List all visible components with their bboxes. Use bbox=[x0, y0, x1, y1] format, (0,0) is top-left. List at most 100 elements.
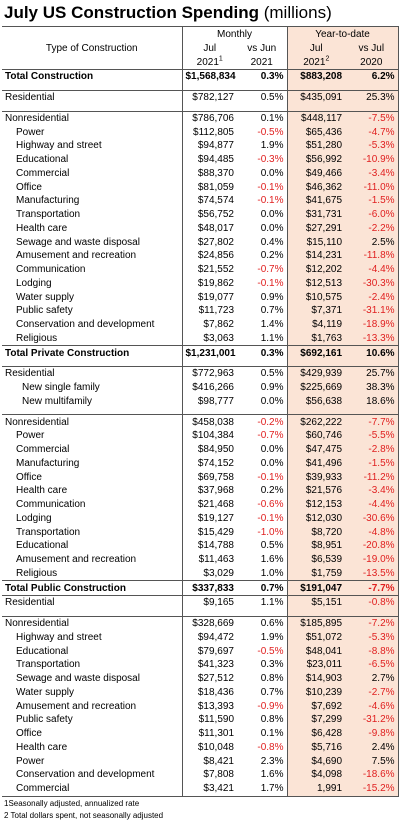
monthly-value: $9,165 bbox=[181, 594, 237, 610]
spacer-row bbox=[2, 104, 399, 111]
monthly-change: 0.0% bbox=[260, 209, 284, 221]
header-col1a: Jul bbox=[181, 41, 237, 55]
monthly-value: $41,323 bbox=[181, 658, 237, 672]
ytd-value: $6,428 bbox=[286, 726, 346, 741]
monthly-change: 1.0% bbox=[260, 567, 284, 579]
monthly-value: $24,856 bbox=[181, 249, 237, 263]
table-row: Commercial $3,421 1.7% 1,991 -15.2% bbox=[2, 781, 399, 797]
ytd-change: -8.8% bbox=[345, 644, 399, 658]
ytd-change: -5.5% bbox=[345, 429, 399, 443]
table-row: Commercial $84,950 0.0% $47,475 -2.8% bbox=[2, 442, 399, 457]
row-label: Transportation bbox=[16, 209, 81, 221]
ytd-value: $49,466 bbox=[286, 166, 346, 181]
table-row: Transportation $56,752 0.0% $31,731 -6.0% bbox=[2, 207, 399, 222]
table-row: Power $8,421 2.3% $4,690 7.5% bbox=[2, 754, 399, 768]
ytd-change: -2.4% bbox=[345, 290, 399, 304]
header-col2a: vs Jun bbox=[247, 42, 277, 54]
ytd-change: -13.3% bbox=[345, 331, 399, 346]
ytd-value: $47,475 bbox=[286, 442, 346, 457]
table-row: Communication $21,468 -0.6% $12,153 -4.4% bbox=[2, 497, 399, 512]
row-label: Water supply bbox=[16, 291, 74, 303]
row-label: New multifamily bbox=[22, 395, 93, 407]
ytd-change: -4.7% bbox=[345, 125, 399, 139]
row-label: Total Private Construction bbox=[2, 345, 182, 360]
ytd-value: $41,675 bbox=[286, 194, 346, 208]
monthly-value: $79,697 bbox=[181, 644, 237, 658]
ytd-value: $14,903 bbox=[286, 671, 346, 686]
row-label: Residential bbox=[2, 89, 182, 105]
monthly-value: $74,574 bbox=[181, 194, 237, 208]
ytd-change: -5.3% bbox=[345, 139, 399, 153]
table-row: Nonresidential $458,038 -0.2% $262,222 -7.7% bbox=[2, 414, 399, 429]
monthly-change: -0.5% bbox=[257, 645, 284, 657]
ytd-value: $429,939 bbox=[286, 365, 346, 381]
spacer-cell bbox=[286, 408, 346, 415]
monthly-value: $112,805 bbox=[181, 125, 237, 139]
row-label: Nonresidential bbox=[2, 414, 182, 429]
ytd-value: 1,991 bbox=[286, 781, 346, 797]
monthly-value: $3,063 bbox=[181, 331, 237, 346]
monthly-value: $18,436 bbox=[181, 685, 237, 700]
monthly-value: $69,758 bbox=[181, 470, 237, 484]
ytd-value: $692,161 bbox=[286, 345, 346, 360]
ytd-change: -3.4% bbox=[345, 484, 399, 498]
monthly-change: 1.6% bbox=[260, 769, 284, 781]
spacer-cell bbox=[181, 408, 237, 415]
row-label: Power bbox=[16, 430, 45, 442]
table-row: Amusement and recreation $24,856 0.2% $14,2… bbox=[2, 249, 399, 263]
monthly-value: $19,127 bbox=[181, 511, 237, 526]
table-row: New multifamily $98,777 0.0% $56,638 18.6% bbox=[2, 394, 399, 409]
spacer-row bbox=[2, 360, 399, 367]
header-ytd: Year-to-date bbox=[286, 26, 399, 41]
ytd-value: $883,208 bbox=[286, 68, 346, 84]
monthly-change: 0.1% bbox=[237, 110, 288, 126]
ytd-change: -13.5% bbox=[345, 566, 399, 581]
footnotes: 1Seasonally adjusted, annualized rate 2 … bbox=[4, 798, 163, 822]
row-label: Commercial bbox=[16, 444, 70, 456]
ytd-value: $12,153 bbox=[286, 497, 346, 512]
monthly-value: $15,429 bbox=[181, 525, 237, 539]
ytd-change: 25.3% bbox=[345, 89, 399, 105]
spacer-cell bbox=[286, 360, 346, 367]
ytd-change: 38.3% bbox=[345, 380, 399, 395]
monthly-change: -0.6% bbox=[257, 499, 284, 511]
monthly-change: 2.3% bbox=[260, 755, 284, 767]
monthly-change: 0.0% bbox=[260, 457, 284, 469]
ytd-value: $56,992 bbox=[286, 152, 346, 167]
ytd-change: -11.8% bbox=[345, 249, 399, 263]
ytd-value: $4,119 bbox=[286, 317, 346, 332]
ytd-value: $1,759 bbox=[286, 566, 346, 581]
table-row: Conservation and development $7,808 1.6% $4… bbox=[2, 768, 399, 782]
monthly-value: $458,038 bbox=[181, 414, 237, 429]
table-row: Nonresidential $328,669 0.6% $185,895 -7.2% bbox=[2, 615, 399, 631]
ytd-change: 10.6% bbox=[345, 345, 399, 360]
monthly-value: $7,862 bbox=[181, 317, 237, 332]
ytd-change: -2.2% bbox=[345, 221, 399, 236]
ytd-change: -19.0% bbox=[345, 552, 399, 567]
ytd-value: $15,110 bbox=[286, 235, 346, 249]
ytd-change: -11.0% bbox=[345, 180, 399, 194]
row-label: Highway and street bbox=[16, 140, 102, 152]
ytd-value: $12,202 bbox=[286, 262, 346, 277]
row-label: Lodging bbox=[16, 512, 52, 524]
monthly-change: 0.2% bbox=[260, 250, 284, 262]
header-col4b: 2020 bbox=[345, 55, 399, 70]
ytd-value: $60,746 bbox=[286, 429, 346, 443]
header-col1b-text: 2021 bbox=[196, 56, 219, 68]
table-row: Office $69,758 -0.1% $39,933 -11.2% bbox=[2, 470, 399, 484]
title-unit: (millions) bbox=[259, 3, 332, 22]
table-row: Health care $10,048 -0.8% $5,716 2.4% bbox=[2, 740, 399, 755]
monthly-change: 0.9% bbox=[260, 382, 284, 394]
monthly-value: $27,802 bbox=[181, 235, 237, 249]
table-row: Communication $21,552 -0.7% $12,202 -4.4% bbox=[2, 262, 399, 277]
ytd-change: -18.6% bbox=[345, 768, 399, 782]
row-label: Water supply bbox=[16, 686, 74, 698]
monthly-value: $21,552 bbox=[181, 262, 237, 277]
ytd-change: -31.2% bbox=[345, 713, 399, 727]
construction-spending-table: Monthly Year-to-date Type of Constructio… bbox=[2, 26, 399, 797]
row-label: Residential bbox=[2, 365, 182, 381]
spacer-row bbox=[2, 609, 399, 617]
row-label: Transportation bbox=[16, 526, 81, 538]
table-row: Commercial $88,370 0.0% $49,466 -3.4% bbox=[2, 166, 399, 181]
ytd-change: -11.2% bbox=[345, 470, 399, 484]
